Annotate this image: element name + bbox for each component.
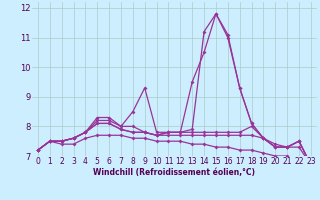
X-axis label: Windchill (Refroidissement éolien,°C): Windchill (Refroidissement éolien,°C) [93, 168, 255, 177]
